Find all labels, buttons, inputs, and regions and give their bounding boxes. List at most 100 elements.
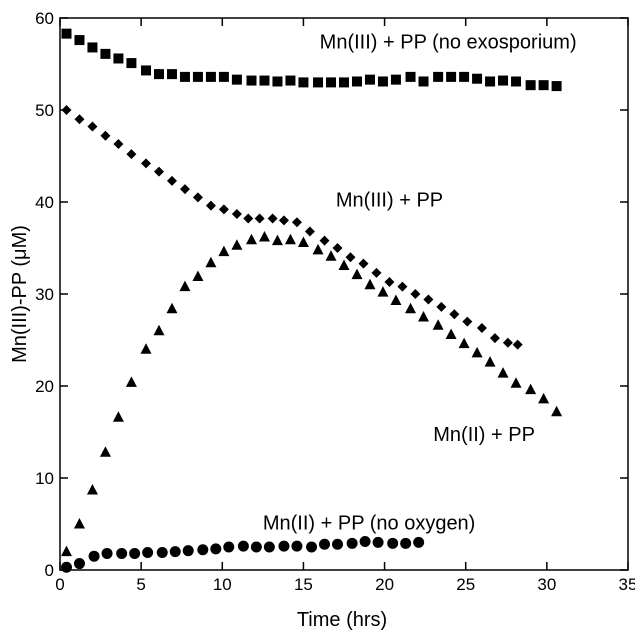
x-tick-label: 35 [619,575,635,594]
triangle-point [284,233,296,245]
circle-point [156,547,168,559]
triangle-point [471,346,483,358]
circle-point [359,535,371,547]
square-point [364,74,375,85]
diamond-point [61,105,72,115]
series-circle [60,535,425,573]
x-axis-title: Time (hrs) [297,609,387,631]
triangle-point [258,230,270,242]
triangle-point [245,233,257,245]
square-point [231,74,242,85]
circle-point [332,538,344,550]
circle-point [197,544,209,556]
series-label: Mn(III) + PP (no exosporium) [320,31,577,53]
data-markers [60,28,563,573]
diamond-point [126,149,137,160]
square-point [74,35,85,46]
series-diamond [61,105,523,350]
triangle-point [351,268,363,280]
triangle-point [166,302,178,314]
diamond-point [332,243,343,253]
triangle-point [271,234,283,246]
triangle-point [364,278,376,290]
diamond-point [319,235,330,246]
circle-point [387,537,399,549]
diamond-point [100,130,111,141]
diamond-point [278,215,289,226]
x-tick-label: 30 [537,575,556,594]
triangle-point [458,337,470,349]
series-annotations: Mn(III) + PP (no exosporium) Mn(III) + PP… [263,31,577,534]
square-point [511,76,522,87]
series-triangle [60,230,563,557]
circle-point [250,541,262,553]
circle-point [237,540,249,552]
diamond-point [423,294,434,305]
triangle-point [377,286,389,297]
series-label: Mn(II) + PP (no oxygen) [263,513,476,535]
square-point [390,74,401,85]
x-tick-label: 10 [213,575,232,594]
square-point [166,69,177,80]
square-point [141,65,152,76]
diamond-point [179,184,190,195]
triangle-point [418,311,430,322]
circle-point [413,536,425,548]
diamond-point [267,213,278,224]
diamond-point [153,166,164,177]
x-tick-label: 15 [294,575,313,594]
y-tick-label: 60 [35,9,54,28]
square-point [87,42,98,53]
circle-point [400,537,412,549]
diamond-point [254,213,265,224]
y-tick-label: 0 [45,561,54,580]
triangle-point [192,270,204,282]
square-point [153,69,164,80]
diamond-point [291,217,302,228]
triangle-point [312,243,324,255]
triangle-point [525,383,537,395]
triangle-point [60,545,72,557]
square-point [433,71,444,82]
diamond-point [397,281,408,292]
square-point [218,71,229,82]
square-point [551,81,562,92]
triangle-point [390,294,402,305]
triangle-point [179,280,191,292]
diamond-point [462,316,473,327]
triangle-point [140,343,152,354]
y-tick-labels: 0 10 20 30 40 50 60 [35,9,54,580]
triangle-point [153,324,165,336]
diamond-point [218,204,229,215]
triangle-point [538,392,550,404]
diamond-point [384,277,395,288]
diamond-point [141,158,152,169]
square-point [339,77,349,88]
diamond-point [231,208,242,219]
axis-ticks [59,17,629,571]
series-label: Mn(III) + PP [336,190,443,212]
triangle-point [205,256,217,268]
x-tick-label: 25 [456,575,475,594]
circle-point [372,536,384,548]
diamond-point [476,323,487,334]
circle-point [223,541,235,553]
circle-point [182,545,194,557]
plot-frame [59,17,629,571]
diamond-point [449,309,460,320]
square-point [246,75,257,86]
x-tick-label: 0 [55,575,64,594]
triangle-point [338,259,350,270]
triangle-point [551,405,563,417]
diamond-point [87,121,98,132]
square-point [61,28,72,39]
triangle-point [125,376,137,387]
diamond-point [489,333,500,344]
triangle-point [405,302,417,314]
circle-point [88,550,100,562]
diamond-point [358,258,369,269]
circle-point [263,541,275,553]
diamond-point [345,252,356,263]
triangle-point [297,236,309,247]
